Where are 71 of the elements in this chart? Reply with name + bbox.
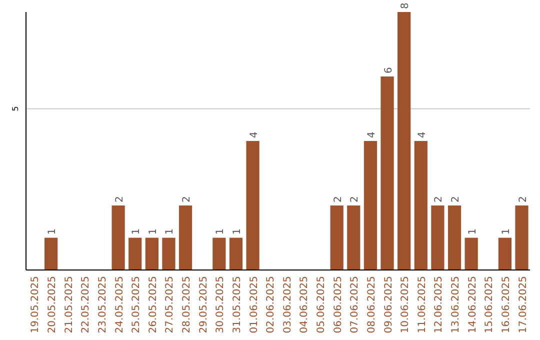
x-tick-label: 31.05.2025 — [232, 276, 243, 334]
x-tick-label: 27.05.2025 — [164, 276, 176, 334]
x-tick-label: 14.06.2025 — [467, 276, 478, 334]
bar — [246, 141, 260, 270]
x-tick-label: 15.06.2025 — [484, 276, 496, 334]
bar — [112, 206, 125, 270]
bar — [414, 141, 428, 270]
bar — [347, 206, 360, 270]
x-tick-label: 26.05.2025 — [148, 276, 159, 334]
x-tick-label: 21.05.2025 — [64, 276, 75, 334]
x-tick-label: 12.06.2025 — [434, 276, 445, 334]
x-tick-label: 11.06.2025 — [416, 276, 428, 334]
data-label: 1 — [164, 228, 176, 235]
x-tick-label: 04.06.2025 — [299, 276, 310, 334]
data-label: 1 — [47, 228, 58, 235]
x-tick-label: 05.06.2025 — [316, 276, 328, 334]
data-label: 1 — [215, 228, 226, 235]
x-tick-label: 20.05.2025 — [47, 276, 58, 334]
bar — [364, 141, 378, 270]
bar — [229, 238, 243, 270]
bar — [330, 206, 344, 270]
data-label: 1 — [232, 228, 243, 235]
data-label: 4 — [248, 132, 260, 138]
x-tick-label: 22.05.2025 — [80, 276, 92, 334]
data-label: 8 — [400, 2, 412, 9]
x-tick-label: 07.06.2025 — [350, 276, 361, 334]
data-label: 4 — [416, 132, 428, 138]
bar — [44, 238, 58, 270]
x-tick-label: 01.06.2025 — [248, 276, 260, 334]
x-tick-label: 24.05.2025 — [114, 276, 126, 334]
x-tick-label: 16.06.2025 — [500, 276, 512, 334]
bar — [398, 12, 411, 270]
data-label: 2 — [350, 196, 361, 202]
x-tick-label: 19.05.2025 — [30, 276, 42, 334]
data-label: 1 — [467, 228, 478, 235]
bar — [128, 238, 142, 270]
data-label: 2 — [114, 196, 126, 202]
x-tick-label: 23.05.2025 — [97, 276, 108, 334]
data-label: 4 — [366, 132, 378, 138]
x-tick-label: 30.05.2025 — [215, 276, 226, 334]
x-tick-label: 29.05.2025 — [198, 276, 210, 334]
data-label: 2 — [518, 196, 529, 202]
x-tick-label: 17.06.2025 — [518, 276, 529, 334]
x-tick-label: 06.06.2025 — [332, 276, 344, 334]
data-label: 2 — [332, 196, 344, 202]
data-label: 2 — [450, 196, 462, 202]
x-tick-label: 02.06.2025 — [266, 276, 277, 334]
x-tick-label: 28.05.2025 — [182, 276, 193, 334]
data-label: 1 — [131, 228, 142, 235]
data-label: 2 — [182, 196, 193, 202]
data-label: 1 — [500, 228, 512, 235]
bar — [178, 206, 192, 270]
y-tick-label: 5 — [11, 106, 20, 112]
bar — [162, 238, 176, 270]
x-tick-label: 03.06.2025 — [282, 276, 294, 334]
x-tick-label: 10.06.2025 — [400, 276, 412, 334]
x-tick-label: 25.05.2025 — [131, 276, 142, 334]
x-tick-label: 09.06.2025 — [383, 276, 394, 334]
bar — [464, 238, 478, 270]
bar — [515, 206, 528, 270]
x-tick-label: 13.06.2025 — [450, 276, 462, 334]
bar — [145, 238, 158, 270]
bar — [212, 238, 226, 270]
bar — [380, 76, 394, 270]
bar — [431, 206, 444, 270]
x-tick-label: 08.06.2025 — [366, 276, 378, 334]
bar — [448, 206, 462, 270]
data-label: 2 — [434, 196, 445, 202]
data-label: 1 — [148, 228, 159, 235]
data-label: 6 — [383, 67, 394, 74]
bar — [498, 238, 512, 270]
